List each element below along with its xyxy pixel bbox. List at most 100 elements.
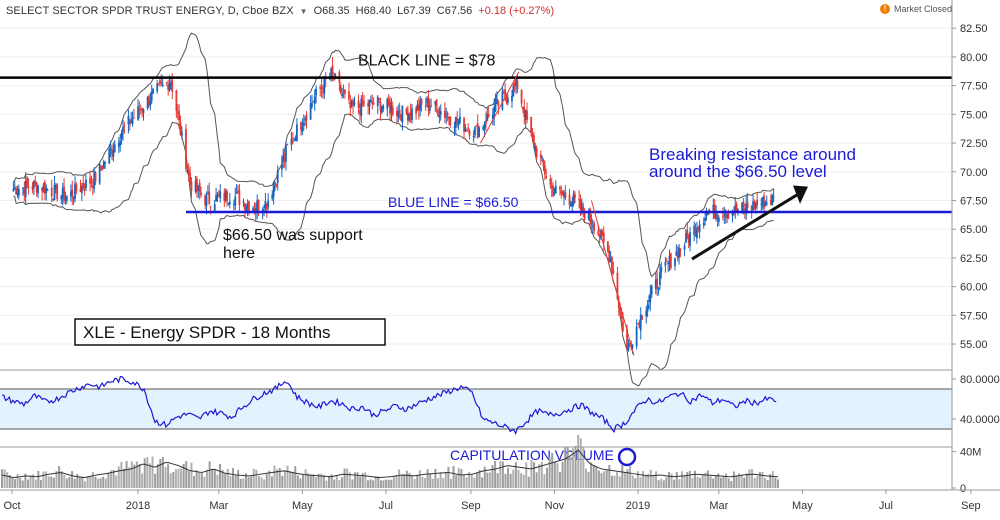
- volume-bar: [353, 472, 356, 488]
- symbol-title[interactable]: SELECT SECTOR SPDR TRUST ENERGY, D, Cboe…: [6, 5, 294, 17]
- candle-body: [617, 301, 620, 308]
- candle-body: [91, 185, 94, 187]
- volume-bar: [151, 456, 154, 488]
- volume-bar: [538, 464, 541, 488]
- candle-body: [198, 182, 201, 192]
- candle-body: [80, 186, 83, 194]
- volume-bar: [3, 469, 6, 488]
- volume-bar: [675, 471, 678, 488]
- volume-bar: [91, 471, 94, 488]
- candle-body: [357, 100, 360, 108]
- volume-bar: [52, 477, 55, 488]
- market-status[interactable]: ! Market Closed: [880, 4, 952, 14]
- candle-body: [601, 231, 604, 236]
- volume-bar: [257, 475, 260, 488]
- candle-body: [752, 201, 754, 211]
- candle-body: [276, 169, 279, 183]
- y-tick-label: 82.50: [960, 23, 988, 35]
- candle-body: [131, 118, 134, 125]
- volume-bar: [125, 461, 128, 488]
- candle-body: [111, 149, 113, 155]
- candle-body: [593, 223, 596, 231]
- candle-body: [742, 201, 745, 206]
- volume-bar: [203, 476, 206, 488]
- candle-body: [446, 112, 449, 116]
- y-tick-label: 72.50: [960, 138, 988, 150]
- candle-body: [100, 166, 102, 169]
- volume-bar: [660, 478, 663, 488]
- volume-bar: [164, 467, 167, 488]
- candle-body: [545, 176, 548, 178]
- candle-body: [352, 100, 354, 106]
- high-value: H68.40: [355, 5, 392, 17]
- candle-body: [443, 110, 446, 118]
- candle-body: [227, 202, 230, 204]
- candle-body: [619, 307, 622, 312]
- candle-body: [426, 98, 428, 104]
- candle-body: [360, 98, 363, 116]
- volume-bar: [644, 475, 647, 488]
- candle-body: [609, 258, 612, 263]
- volume-bar: [701, 474, 704, 488]
- candle-body: [726, 214, 728, 216]
- candle-body: [516, 80, 519, 90]
- candle-body: [60, 195, 63, 200]
- volume-bar: [473, 477, 476, 488]
- candle-body: [160, 82, 163, 84]
- volume-bar: [172, 472, 175, 488]
- candle-body: [380, 106, 383, 113]
- volume-bar: [270, 476, 273, 488]
- candle-body: [197, 185, 200, 191]
- candle-body: [312, 101, 315, 103]
- candle-body: [112, 150, 115, 157]
- candle-body: [437, 109, 439, 116]
- bollinger-bands: [12, 32, 774, 387]
- candle-body: [133, 117, 135, 119]
- candle-body: [83, 189, 86, 191]
- volume-bar: [496, 473, 499, 488]
- candle-body: [494, 101, 497, 111]
- candle-body: [453, 127, 456, 129]
- chevron-down-icon[interactable]: ▼: [299, 6, 308, 16]
- volume-bar: [34, 479, 37, 488]
- candle-body: [741, 202, 744, 212]
- volume-bar: [117, 466, 120, 488]
- trend-line: [590, 200, 635, 356]
- volume-bar: [548, 456, 551, 488]
- open-value: O68.35: [313, 5, 350, 17]
- candle-body: [496, 98, 498, 104]
- x-tick-label: Mar: [709, 500, 728, 512]
- volume-bar: [756, 475, 759, 488]
- volume-bar: [50, 476, 53, 488]
- volume-bar: [704, 472, 707, 488]
- candle-body: [763, 195, 765, 209]
- volume-bar: [213, 469, 216, 488]
- volume-bar: [725, 473, 728, 488]
- candle-body: [478, 127, 481, 137]
- volume-bar: [135, 461, 138, 488]
- volume-bar: [494, 460, 497, 488]
- volume-bar: [273, 465, 276, 488]
- candle-body: [74, 183, 76, 200]
- volume-bar: [530, 459, 533, 488]
- candle-body: [194, 181, 197, 192]
- candle-body: [117, 142, 120, 148]
- volume-bar: [71, 471, 74, 488]
- volume-bar: [302, 474, 305, 488]
- candle-body: [148, 95, 150, 105]
- volume-bar: [753, 477, 756, 488]
- candle-body: [98, 164, 101, 184]
- volume-bar: [579, 438, 582, 488]
- volume-bar: [769, 474, 772, 488]
- candle-body: [35, 182, 38, 193]
- candle-body: [320, 87, 323, 89]
- candle-body: [234, 196, 237, 206]
- candle-body: [468, 131, 471, 136]
- candle-body: [765, 202, 768, 205]
- candle-body: [391, 107, 394, 115]
- candle-body: [631, 344, 634, 349]
- candle-body: [589, 208, 591, 222]
- candle-body: [15, 188, 18, 195]
- candle-body: [271, 194, 274, 199]
